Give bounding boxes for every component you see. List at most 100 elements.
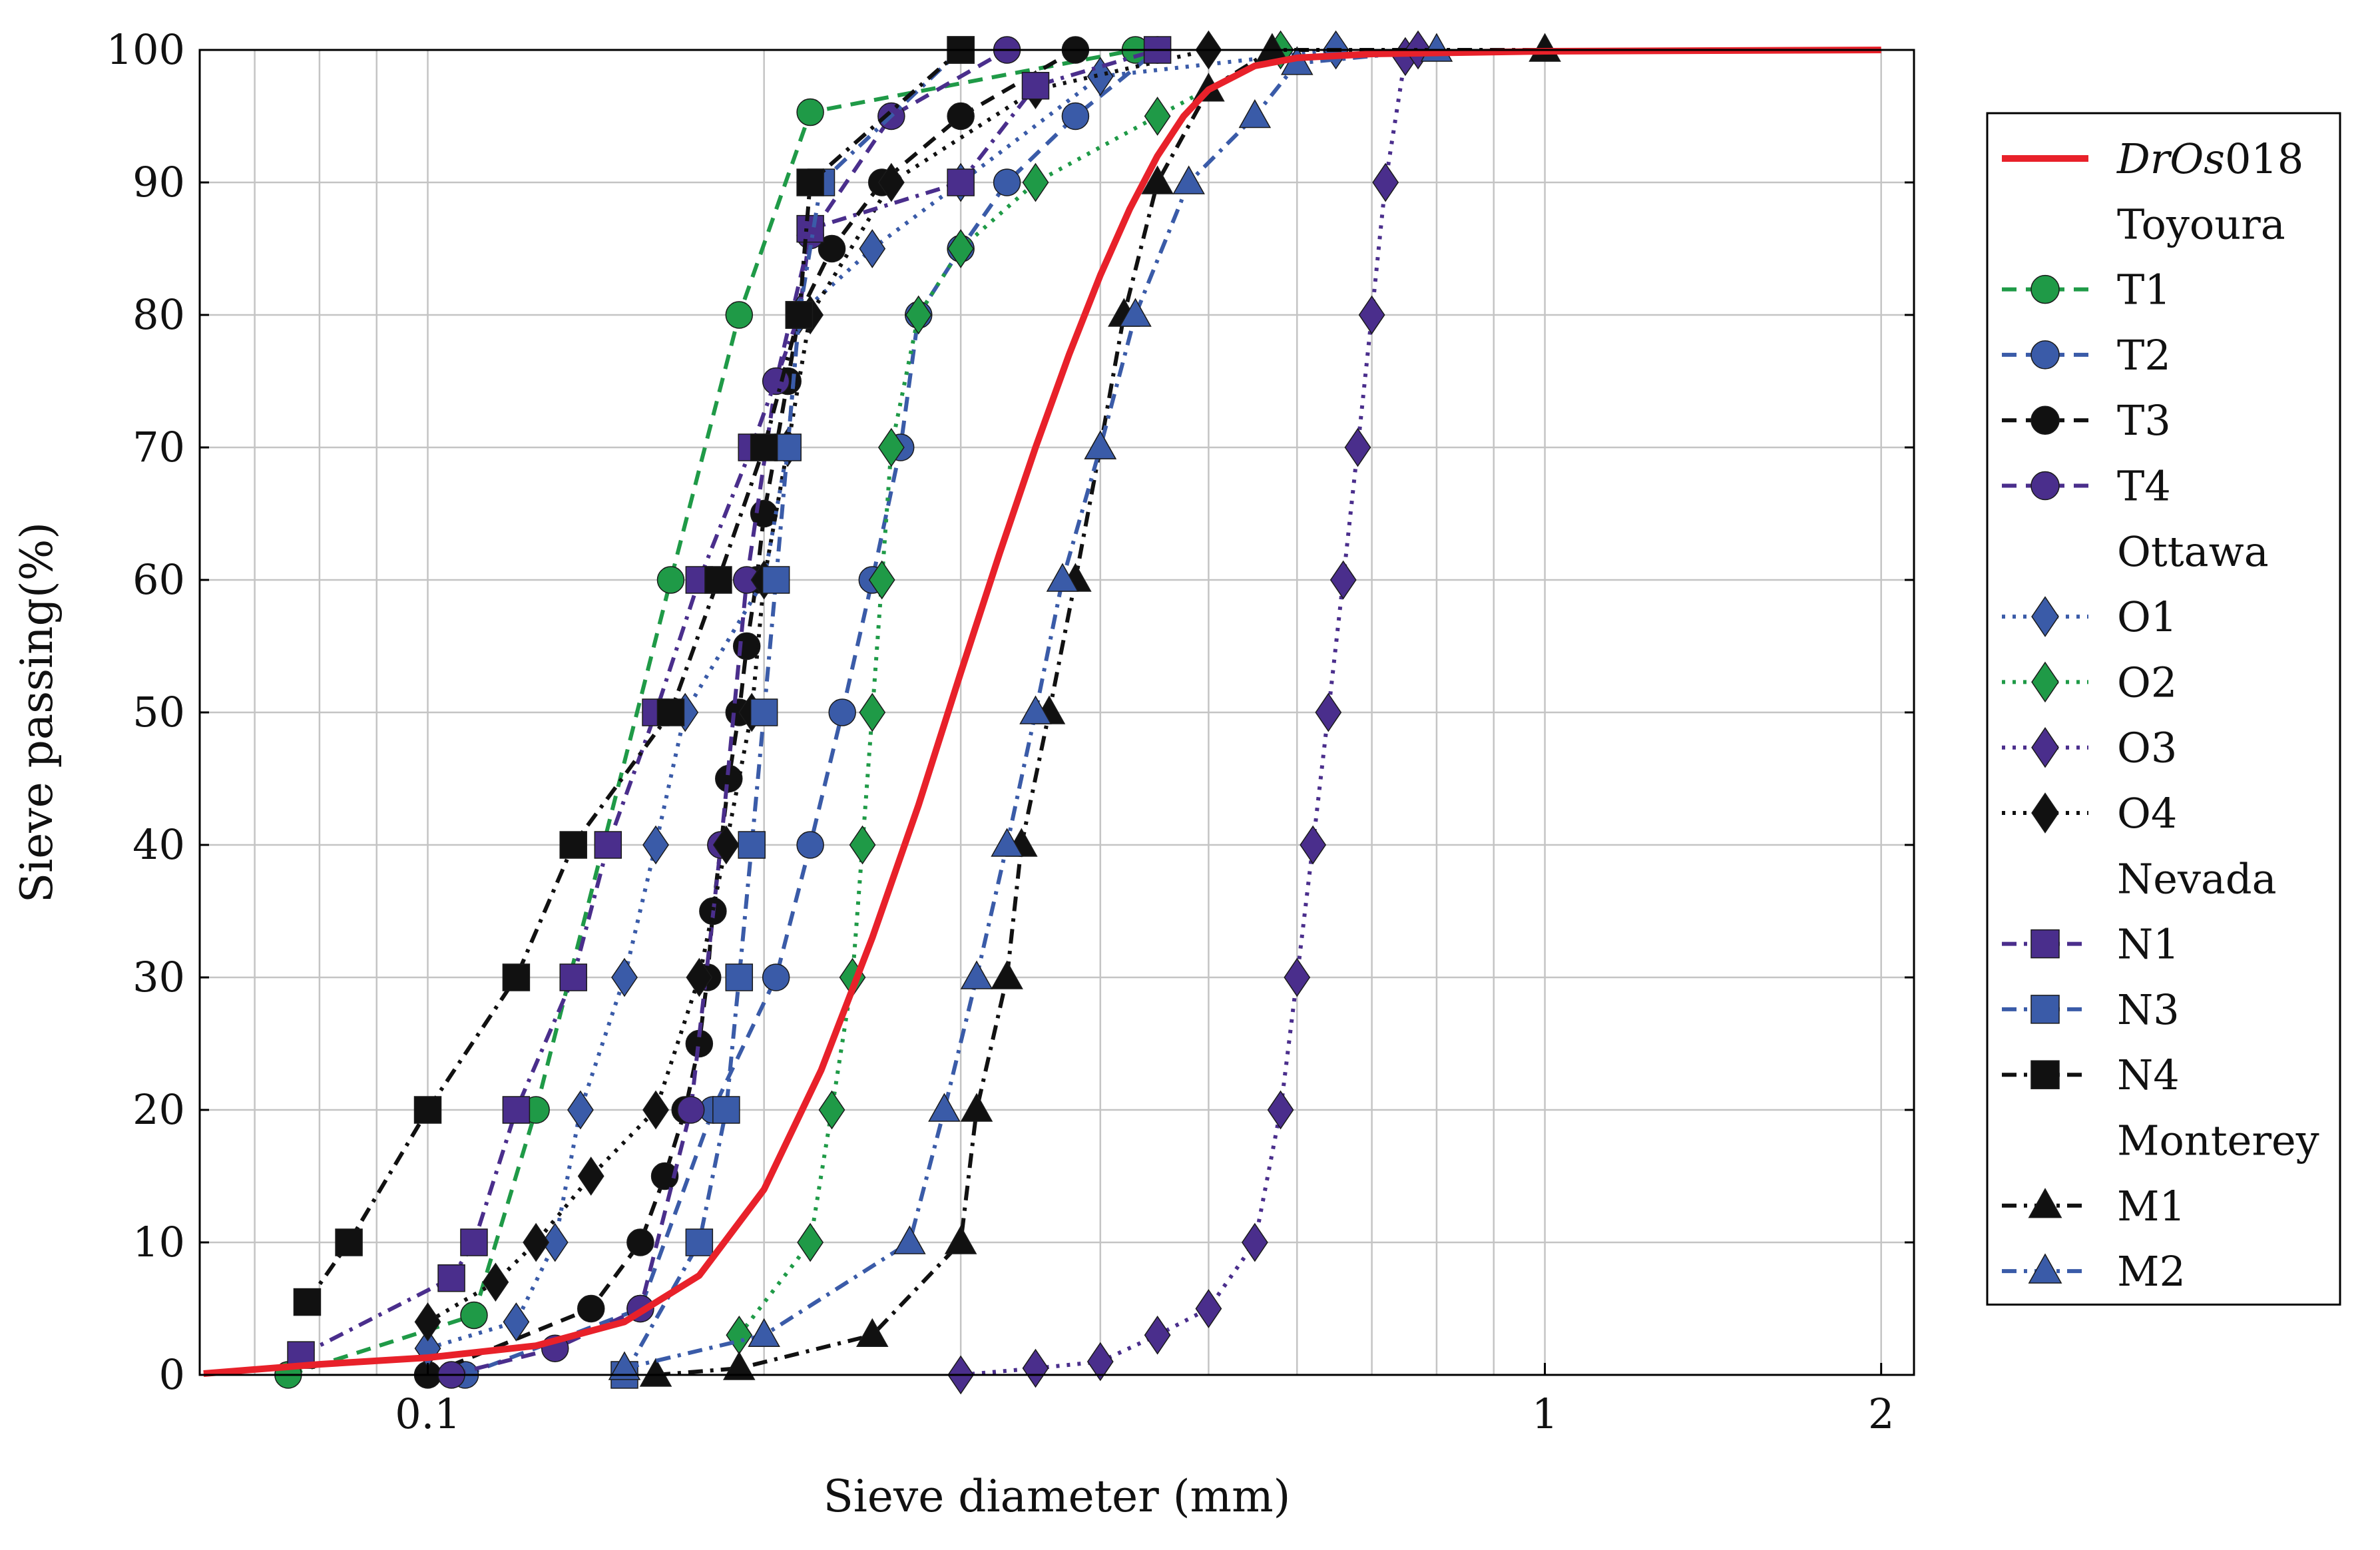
marker-O3 xyxy=(1241,1222,1268,1262)
marker-T2 xyxy=(762,963,790,991)
series-line-O3 xyxy=(960,48,1419,1377)
marker-M1 xyxy=(960,1093,993,1122)
marker-O1 xyxy=(642,825,669,865)
legend-label: T3 xyxy=(2117,396,2171,445)
marker-M1 xyxy=(991,960,1023,989)
marker-O4 xyxy=(482,1262,509,1302)
marker-O4 xyxy=(414,1302,441,1342)
series-line-DrOs018 xyxy=(203,47,1881,1377)
legend-group-header: Toyoura xyxy=(2117,200,2285,248)
marker-N4 xyxy=(335,1228,363,1256)
marker-O1 xyxy=(859,229,886,268)
legend-label: DrOs018 xyxy=(2116,134,2303,183)
marker-M2 xyxy=(1046,563,1079,592)
marker-O2 xyxy=(859,692,886,732)
marker-O3 xyxy=(1144,1315,1171,1355)
y-tick-label: 90 xyxy=(132,158,185,206)
marker-T1 xyxy=(460,1301,488,1330)
y-tick-label: 60 xyxy=(132,555,185,604)
legend-marker-M2 xyxy=(2028,1253,2062,1284)
marker-M2 xyxy=(1238,99,1272,129)
marker-O3 xyxy=(1086,1342,1114,1382)
marker-T2 xyxy=(828,698,856,726)
marker-O3 xyxy=(1300,825,1327,865)
marker-N3 xyxy=(738,831,766,859)
marker-N1 xyxy=(796,214,824,243)
marker-N1 xyxy=(559,963,587,991)
marker-O4 xyxy=(577,1157,604,1196)
marker-O1 xyxy=(611,957,638,997)
marker-O4 xyxy=(523,1222,550,1262)
legend-box xyxy=(1986,112,2341,1306)
series-O2 xyxy=(726,30,1294,1355)
y-tick-label: 70 xyxy=(132,423,185,471)
marker-M1 xyxy=(722,1351,756,1380)
legend-label: O1 xyxy=(2117,593,2177,641)
marker-N4 xyxy=(656,698,685,726)
legend-marker-O2 xyxy=(2031,661,2059,703)
marker-N4 xyxy=(559,831,587,859)
legend-marker-T1 xyxy=(2030,274,2060,304)
marker-N1 xyxy=(502,1096,531,1124)
marker-M1 xyxy=(944,1225,977,1254)
marker-O3 xyxy=(1315,692,1342,732)
marker-T3 xyxy=(626,1228,654,1256)
marker-O3 xyxy=(1329,560,1357,600)
marker-T1 xyxy=(725,301,754,329)
marker-M2 xyxy=(1084,430,1117,459)
legend-label-suffix: 018 xyxy=(2225,134,2303,183)
marker-N3 xyxy=(712,1096,740,1124)
marker-N4 xyxy=(796,168,824,196)
marker-N3 xyxy=(750,698,778,726)
marker-N1 xyxy=(437,1264,465,1292)
marker-T4 xyxy=(676,1096,705,1124)
marker-N4 xyxy=(413,1096,442,1124)
legend-label: N4 xyxy=(2117,1051,2180,1099)
marker-N3 xyxy=(685,1228,714,1256)
marker-O3 xyxy=(1195,1289,1222,1328)
marker-M1 xyxy=(1141,165,1174,194)
marker-N1 xyxy=(594,831,622,859)
y-axis-title: Sieve passing(%) xyxy=(11,522,63,903)
legend-marker-N3 xyxy=(2030,995,2060,1024)
marker-M1 xyxy=(855,1318,889,1348)
marker-M1 xyxy=(1529,33,1561,62)
legend-marker-T3 xyxy=(2030,405,2060,435)
series-line-O1 xyxy=(427,48,1336,1351)
x-tick-label: 2 xyxy=(1868,1390,1894,1438)
legend-marker-T4 xyxy=(2030,471,2060,501)
marker-O2 xyxy=(726,1315,753,1355)
marker-N4 xyxy=(704,566,732,594)
marker-O3 xyxy=(1344,427,1371,467)
marker-M2 xyxy=(748,1318,780,1348)
marker-O1 xyxy=(541,1222,569,1262)
marker-N4 xyxy=(293,1288,322,1316)
marker-T3 xyxy=(947,102,975,130)
marker-M2 xyxy=(1119,298,1152,327)
marker-O1 xyxy=(503,1302,530,1342)
marker-O2 xyxy=(905,295,932,335)
series-line-N1 xyxy=(300,48,1158,1357)
marker-M2 xyxy=(991,828,1023,857)
legend-marker-O3 xyxy=(2031,726,2059,768)
marker-O3 xyxy=(1267,1090,1294,1130)
marker-O2 xyxy=(1022,162,1049,202)
marker-O4 xyxy=(877,162,905,202)
marker-O2 xyxy=(868,560,895,600)
marker-T3 xyxy=(577,1294,605,1323)
marker-O4 xyxy=(712,825,740,865)
y-tick-label: 30 xyxy=(132,953,185,1001)
series-N4 xyxy=(293,36,975,1316)
marker-N4 xyxy=(785,301,814,329)
legend-label: O3 xyxy=(2117,724,2177,772)
marker-O4 xyxy=(686,957,713,997)
marker-O2 xyxy=(947,229,975,268)
y-tick-label: 80 xyxy=(132,290,185,339)
marker-M2 xyxy=(1172,165,1205,194)
marker-N3 xyxy=(762,566,790,594)
marker-T2 xyxy=(796,831,824,859)
marker-O3 xyxy=(1284,957,1311,997)
legend-label: O2 xyxy=(2117,658,2177,706)
plot-area xyxy=(203,30,1881,1395)
